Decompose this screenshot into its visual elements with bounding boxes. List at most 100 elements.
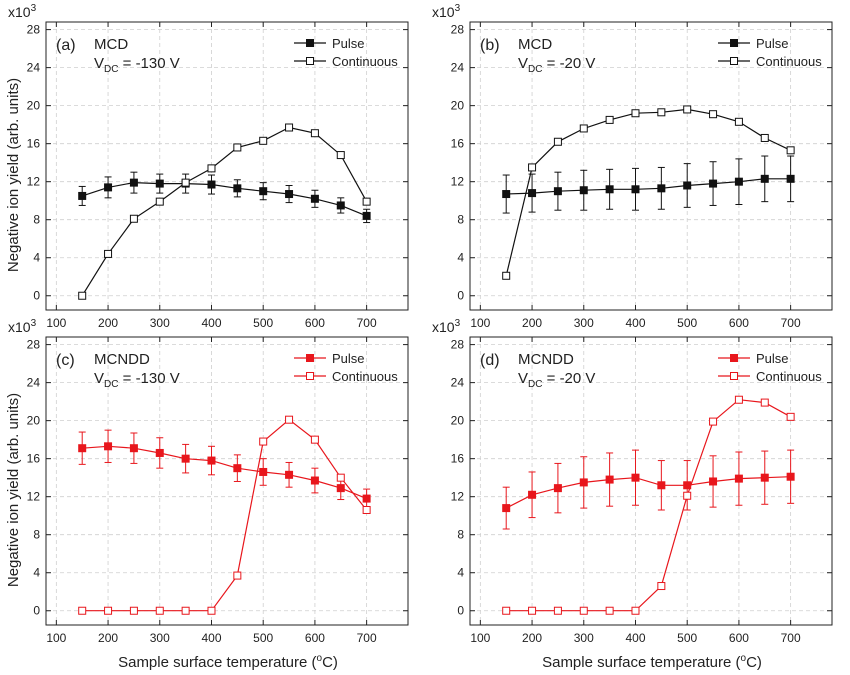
- plot-frame: [469, 21, 833, 311]
- y-tick-label: 12: [27, 490, 41, 504]
- data-point: [362, 494, 371, 503]
- data-point: [709, 477, 718, 486]
- y-tick-label: 20: [451, 99, 465, 113]
- vdc-label: VDC = -20 V: [518, 370, 595, 390]
- data-point: [155, 448, 164, 457]
- chart-panel: 0 4 8 12 16 20 24 28 100 200 300 400 500 600 700 x103 (b…: [432, 3, 833, 330]
- legend-label: Pulse: [332, 36, 365, 51]
- x-tick-label: 700: [781, 316, 801, 330]
- y-tick-label: 0: [457, 604, 464, 618]
- legend-marker: [730, 372, 738, 380]
- data-point: [786, 174, 795, 183]
- series-pulse: [502, 155, 795, 214]
- data-point: [310, 194, 319, 203]
- x-tick-label: 100: [470, 316, 490, 330]
- data-point: [528, 490, 537, 499]
- series-line: [505, 108, 791, 276]
- x-tick-label: 300: [574, 631, 594, 645]
- legend-marker: [306, 57, 314, 65]
- data-point: [310, 435, 319, 444]
- y-tick-label: 24: [27, 61, 41, 75]
- series-line: [506, 178, 791, 195]
- chart-panel: 0 4 8 12 16 20 24 28 100 200 300 400 500 600 700 x103 (c…: [8, 318, 409, 645]
- data-point: [78, 291, 87, 300]
- chart-panel: 0 4 8 12 16 20 24 28 100 200 300 400 500 600 700 x103 (a…: [8, 3, 409, 330]
- y-tick-label: 4: [457, 566, 464, 580]
- material-label: MCD: [518, 36, 552, 53]
- legend-marker: [306, 372, 314, 380]
- y-multiplier: x103: [432, 3, 461, 20]
- data-point: [709, 417, 718, 426]
- y-tick-label: 16: [27, 137, 41, 151]
- x-tick-label: 600: [729, 316, 749, 330]
- legend-marker: [306, 39, 314, 47]
- data-point: [362, 505, 371, 514]
- data-point: [760, 398, 769, 407]
- data-point: [207, 456, 216, 465]
- data-point: [129, 214, 138, 223]
- data-point: [336, 151, 345, 160]
- data-point: [760, 133, 769, 142]
- data-point: [760, 174, 769, 183]
- data-point: [553, 187, 562, 196]
- data-point: [631, 109, 640, 118]
- series-continuous: [502, 105, 795, 280]
- data-point: [553, 606, 562, 615]
- series-continuous: [78, 415, 371, 615]
- x-tick-label: 200: [522, 316, 542, 330]
- data-point: [786, 472, 795, 481]
- y-tick-label: 4: [457, 251, 464, 265]
- y-tick-label: 8: [33, 528, 40, 542]
- y-tick-label: 24: [451, 61, 465, 75]
- data-point: [285, 415, 294, 424]
- data-point: [181, 178, 190, 187]
- data-point: [259, 437, 268, 446]
- x-tick-label: 100: [470, 631, 490, 645]
- x-tick-label: 200: [98, 316, 118, 330]
- data-point: [104, 442, 113, 451]
- data-point: [259, 187, 268, 196]
- data-point: [579, 606, 588, 615]
- series-continuous: [502, 395, 795, 615]
- panel-label: (d): [480, 352, 500, 369]
- data-point: [233, 571, 242, 580]
- legend-label: Pulse: [332, 351, 365, 366]
- x-tick-label: 400: [201, 316, 221, 330]
- data-point: [579, 186, 588, 195]
- y-tick-label: 4: [33, 566, 40, 580]
- y-tick-label: 28: [27, 23, 41, 37]
- data-point: [683, 105, 692, 114]
- data-point: [579, 124, 588, 133]
- y-tick-label: 8: [457, 528, 464, 542]
- data-point: [104, 183, 113, 192]
- legend-label: Pulse: [756, 36, 789, 51]
- legend-label: Continuous: [756, 54, 822, 69]
- series-line: [82, 445, 367, 500]
- x-tick-label: 100: [46, 631, 66, 645]
- data-point: [181, 454, 190, 463]
- data-point: [336, 484, 345, 493]
- data-point: [129, 444, 138, 453]
- y-multiplier: x103: [8, 3, 37, 20]
- x-axis-label: Sample surface temperature (oC): [118, 653, 338, 671]
- data-point: [155, 197, 164, 206]
- y-tick-label: 12: [451, 175, 465, 189]
- data-point: [233, 143, 242, 152]
- plot-frame: [45, 336, 409, 626]
- x-tick-label: 300: [150, 631, 170, 645]
- y-tick-label: 0: [33, 604, 40, 618]
- data-point: [734, 395, 743, 404]
- x-tick-label: 200: [98, 631, 118, 645]
- series-line: [505, 476, 791, 509]
- y-tick-label: 16: [451, 452, 465, 466]
- x-tick-label: 300: [574, 316, 594, 330]
- data-point: [129, 606, 138, 615]
- series-line: [81, 126, 368, 297]
- x-tick-label: 500: [253, 631, 273, 645]
- legend-label: Continuous: [756, 369, 822, 384]
- data-point: [104, 606, 113, 615]
- panel-label: (c): [56, 352, 75, 369]
- data-point: [683, 491, 692, 500]
- chart-panel: 0 4 8 12 16 20 24 28 100 200 300 400 500 600 700 x103 (d…: [432, 318, 833, 645]
